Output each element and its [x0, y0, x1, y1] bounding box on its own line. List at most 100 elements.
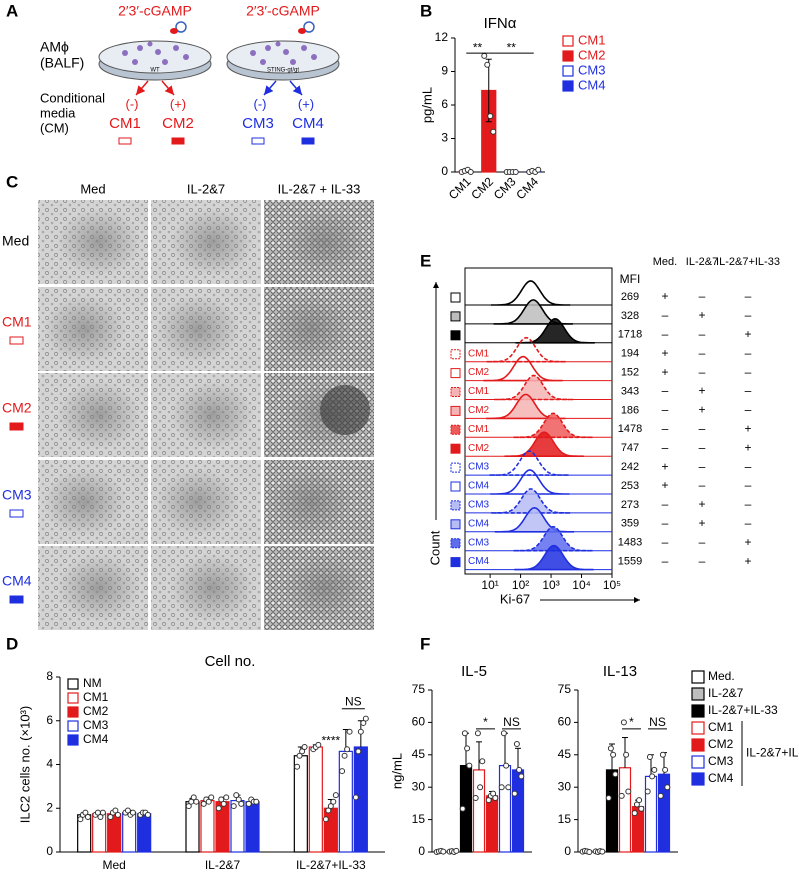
histogram [513, 525, 593, 552]
micrograph-cluster [57, 208, 141, 276]
panel-label: F [420, 634, 430, 653]
micrograph-cluster [269, 295, 353, 363]
y-tick-label: 12 [435, 30, 449, 44]
row-box [9, 509, 24, 518]
legend-swatch [691, 772, 705, 786]
y-axis-label: ILC2 cells no. (×10³) [17, 706, 32, 823]
data-point [97, 814, 104, 820]
histogram [513, 412, 593, 439]
condition-sign: + [698, 516, 705, 530]
legend-swatch [450, 538, 461, 549]
histogram [490, 469, 570, 495]
x-tick-label: CM3 [491, 174, 519, 202]
row-box [9, 336, 24, 345]
x-tick-label: IL-2&7+IL-33 [296, 858, 366, 872]
micrograph-cluster [57, 381, 141, 449]
y-tick-label: 45 [558, 747, 572, 761]
condition-sign: – [699, 478, 706, 492]
micrograph-cluster [320, 385, 370, 435]
y-axis-label: pg/mL [419, 87, 434, 123]
column-header: Med [80, 181, 105, 196]
data-point [238, 800, 245, 807]
micrograph-cluster [283, 554, 367, 622]
y-tick-label: 4 [46, 757, 53, 771]
media-label: CM1 [109, 115, 141, 132]
legend-label: CM3 [83, 718, 109, 732]
data-point [208, 794, 215, 801]
condition-sign: – [662, 308, 669, 322]
condition-sign: – [745, 478, 752, 492]
legend-swatch [562, 80, 574, 92]
x-tick-label: Med [102, 858, 125, 872]
y-tick-label: 60 [558, 715, 572, 729]
row-label: CM4 [2, 573, 32, 589]
arrow [161, 80, 175, 96]
data-point [360, 719, 367, 726]
condition-sign: – [699, 327, 706, 341]
bar [644, 775, 658, 853]
bar [137, 813, 152, 853]
icon [175, 21, 187, 33]
histogram [504, 431, 584, 457]
data-point [185, 803, 192, 810]
data-point [664, 784, 671, 791]
cgamp-label: 2′3′-cGAMP [118, 3, 192, 19]
data-point [535, 166, 542, 173]
bar [293, 755, 308, 853]
y-tick-label: 75 [558, 682, 572, 696]
legend-swatch [691, 721, 705, 735]
mfi-value: 328 [621, 310, 639, 322]
legend-label: CM1 [708, 720, 734, 734]
condition-sign: – [699, 459, 706, 473]
data-point [623, 751, 630, 758]
condition-sign: – [662, 440, 669, 454]
legend-swatch [691, 704, 705, 718]
mfi-value: 1483 [618, 537, 642, 549]
data-point [215, 805, 222, 812]
legend-label: CM4 [468, 481, 490, 492]
dish [226, 40, 340, 74]
condition-sign: + [744, 554, 751, 568]
row-label: CM2 [2, 400, 32, 416]
micrograph-cluster [170, 554, 254, 622]
data-point [459, 805, 466, 812]
histogram [493, 299, 573, 325]
significance-label: * [483, 715, 488, 729]
condition-sign: – [745, 289, 752, 303]
condition-sign: – [662, 516, 669, 530]
chart-title: IFNα [484, 15, 517, 32]
legend-label: CM1 [468, 424, 490, 435]
data-point [644, 788, 651, 795]
data-point [327, 803, 334, 810]
data-point [339, 768, 346, 775]
legend-swatch [450, 424, 461, 435]
condition-sign: – [745, 346, 752, 360]
condition-sign: + [698, 403, 705, 417]
legend-swatch [67, 734, 79, 746]
legend-swatch [450, 330, 461, 341]
data-point [332, 792, 339, 799]
condition-sign: + [661, 365, 668, 379]
data-point [586, 849, 593, 855]
data-point [636, 797, 643, 804]
bar [323, 807, 338, 853]
legend-swatch [562, 65, 574, 77]
legend-swatch [450, 368, 461, 379]
panel-label: C [6, 172, 18, 191]
y-tick-label: 45 [412, 747, 426, 761]
data-point [500, 730, 507, 737]
bar [245, 801, 260, 853]
bar [200, 799, 215, 853]
data-point [474, 730, 481, 737]
dish-label: WT [150, 68, 160, 74]
icon [170, 28, 178, 34]
row-box [9, 595, 24, 604]
data-point [512, 169, 519, 175]
legend-label: CM2 [578, 47, 605, 62]
media-box [171, 137, 185, 145]
data-point [218, 796, 225, 803]
legend-swatch [67, 706, 79, 718]
data-point [301, 744, 308, 750]
mfi-value: 242 [621, 461, 639, 473]
